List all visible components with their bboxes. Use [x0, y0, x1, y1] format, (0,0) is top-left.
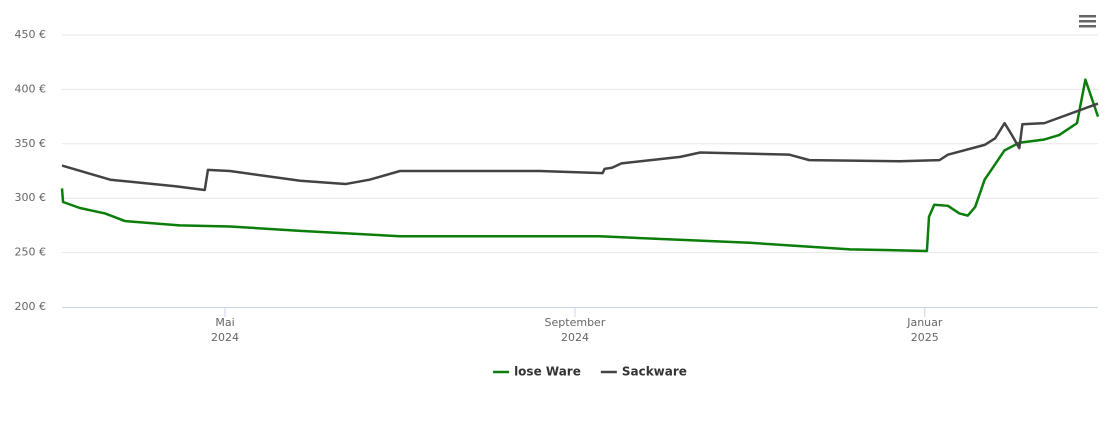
menu-bar	[1079, 25, 1096, 28]
line-series	[60, 78, 1100, 253]
y-tick-label: 450 €	[15, 28, 47, 41]
menu-bar	[1079, 20, 1096, 23]
y-tick-label: 350 €	[15, 137, 47, 150]
legend-label: Sackware	[622, 365, 687, 379]
legend-item[interactable]: lose Ware	[493, 365, 581, 379]
legend-label: lose Ware	[514, 365, 581, 379]
x-tick-label: Mai 2024	[211, 316, 239, 344]
x-tick-label: Januar 2025	[906, 316, 943, 344]
y-tick-label: 300 €	[15, 191, 47, 204]
menu-bar	[1079, 15, 1096, 18]
legend-item[interactable]: Sackware	[600, 365, 687, 379]
y-tick-label: 400 €	[15, 82, 47, 95]
legend: lose Ware Sackware	[493, 365, 687, 379]
x-tick-label: September 2024	[545, 316, 606, 344]
menu-button[interactable]	[1079, 15, 1096, 28]
y-tick-label: 200 €	[15, 300, 47, 313]
line-series	[61, 102, 1099, 192]
y-tick-label: 250 €	[15, 246, 47, 259]
